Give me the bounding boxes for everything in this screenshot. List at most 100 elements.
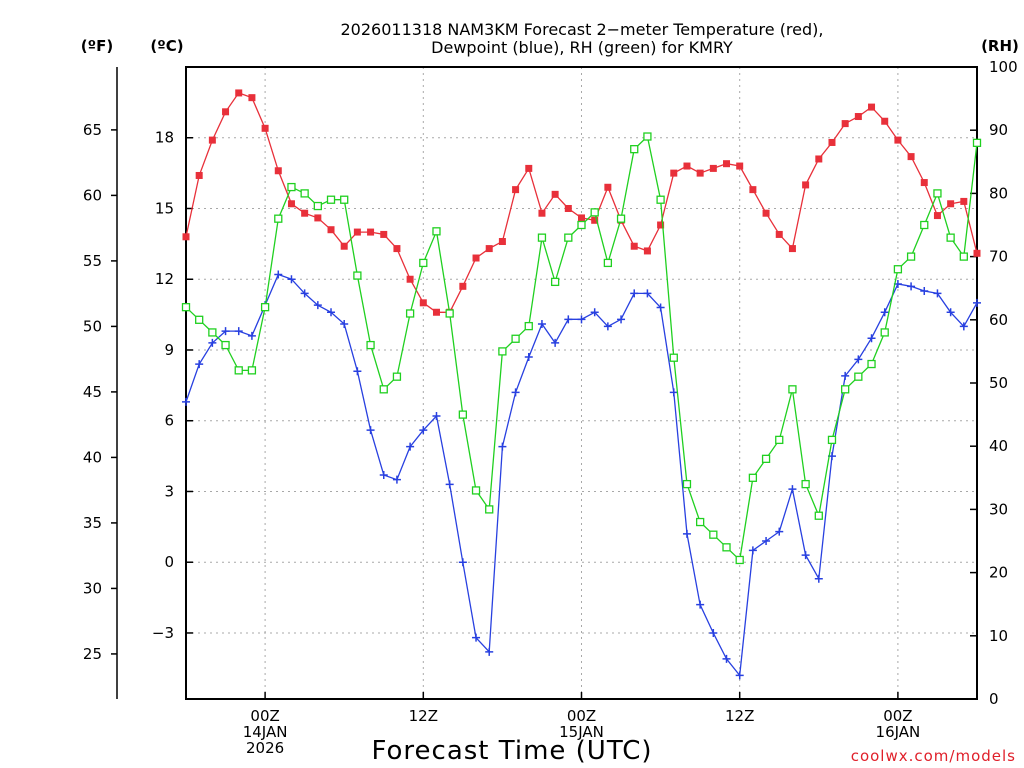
dewpoint-point-13 — [353, 367, 362, 376]
dewpoint-point-4 — [234, 327, 243, 336]
temperature-point-3 — [222, 108, 230, 116]
dewpoint-point-34 — [630, 289, 639, 298]
x-tick-label-0-2: 2026 — [246, 739, 284, 757]
temperature-point-23 — [485, 245, 493, 253]
dewpoint-point-42 — [735, 671, 744, 680]
rh-point-23 — [485, 505, 494, 514]
temperature-point-27 — [538, 209, 546, 217]
rh-point-17 — [405, 309, 415, 318]
dewpoint-point-28 — [551, 338, 560, 347]
temperature-point-6 — [261, 124, 269, 132]
temperature-point-48 — [815, 155, 823, 163]
credit-label: coolwx.com/models — [851, 747, 1016, 765]
dewpoint-point-50 — [841, 371, 850, 380]
temperature-point-39 — [696, 169, 704, 177]
dewpoint-point-57 — [933, 289, 942, 298]
temperature-point-9 — [301, 209, 309, 217]
dewpoint-point-37 — [669, 388, 678, 397]
rh-point-0 — [181, 303, 191, 312]
title-line-1: 2026011318 NAM3KM Forecast 2−meter Tempe… — [341, 20, 824, 39]
rh-point-21 — [458, 410, 468, 419]
temperature-point-38 — [683, 162, 691, 170]
rh-tick-label-5: 50 — [989, 374, 1008, 392]
fahrenheit-tick-label-8: 65 — [83, 121, 102, 139]
dewpoint-point-30 — [577, 315, 586, 324]
temperature-point-10 — [314, 214, 322, 222]
temperature-point-47 — [802, 181, 810, 189]
x-tick-label-2-1: 15JAN — [559, 723, 604, 741]
rh-point-43 — [748, 473, 758, 482]
rh-point-49 — [827, 435, 837, 445]
temperature-point-2 — [208, 136, 216, 144]
temperature-point-37 — [670, 169, 678, 177]
rh-point-16 — [392, 372, 402, 381]
temperature-point-53 — [881, 117, 889, 125]
rh-series — [181, 132, 982, 565]
temperature-point-45 — [775, 230, 783, 238]
dewpoint-point-21 — [458, 558, 467, 567]
dewpoint-point-16 — [392, 475, 401, 484]
dewpoint-point-35 — [643, 289, 652, 298]
rh-point-7 — [274, 214, 283, 223]
temperature-point-56 — [920, 179, 928, 187]
dewpoint-point-29 — [564, 315, 573, 324]
temperature-point-8 — [287, 200, 295, 208]
rh-point-53 — [880, 328, 889, 337]
temperature-point-7 — [274, 167, 282, 175]
temperature-point-24 — [498, 238, 506, 246]
dewpoint-point-9 — [300, 289, 309, 298]
x-tick-label-4-0: 00Z — [883, 707, 912, 725]
dewpoint-point-46 — [788, 485, 797, 494]
temperature-point-42 — [736, 162, 744, 170]
dewpoint-point-53 — [880, 308, 889, 317]
dewpoint-point-32 — [603, 322, 612, 331]
dewpoint-point-40 — [709, 628, 718, 637]
temperature-point-13 — [353, 228, 361, 236]
celsius-tick-label-3: 6 — [164, 412, 174, 430]
rh-point-48 — [814, 511, 823, 520]
rh-point-35 — [643, 132, 652, 141]
rh-point-54 — [893, 265, 903, 274]
temperature-point-26 — [525, 164, 533, 172]
temperature-point-51 — [854, 113, 862, 121]
dewpoint-point-14 — [366, 426, 375, 435]
rh-point-60 — [972, 138, 982, 147]
fahrenheit-unit-label: (ºF) — [81, 37, 113, 55]
temperature-point-31 — [591, 216, 599, 224]
rh-point-52 — [867, 359, 876, 369]
x-tick-label-4-1: 16JAN — [876, 723, 921, 741]
dewpoint-point-33 — [617, 315, 626, 324]
dewpoint-point-5 — [247, 331, 256, 340]
dewpoint-point-7 — [274, 270, 283, 279]
rh-point-29 — [564, 233, 573, 242]
rh-point-1 — [195, 315, 204, 324]
dewpoint-line — [185, 273, 978, 678]
rh-point-50 — [841, 385, 850, 394]
dewpoint-point-60 — [973, 298, 981, 307]
dewpoint-point-27 — [537, 320, 546, 329]
temperature-point-52 — [868, 103, 876, 111]
temperature-point-32 — [604, 183, 612, 191]
rh-point-19 — [432, 227, 441, 236]
temperature-point-25 — [512, 186, 520, 194]
rh-point-59 — [959, 252, 968, 261]
data-series — [181, 89, 982, 680]
rh-unit-label: (RH) — [981, 37, 1019, 55]
temperature-point-12 — [340, 242, 348, 250]
dewpoint-point-36 — [656, 303, 665, 312]
temperature-point-11 — [327, 226, 335, 234]
rh-point-18 — [419, 258, 428, 268]
rh-point-15 — [379, 385, 388, 394]
x-tick-label-0-1: 14JAN — [243, 723, 288, 741]
dewpoint-point-11 — [327, 308, 336, 317]
temperature-point-40 — [709, 164, 717, 172]
rh-tick-label-8: 80 — [989, 184, 1008, 202]
celsius-unit-label: (ºC) — [150, 37, 183, 55]
rh-point-13 — [353, 271, 362, 280]
dewpoint-point-55 — [907, 282, 916, 291]
dewpoint-point-56 — [920, 287, 929, 296]
rh-point-22 — [471, 486, 481, 495]
temperature-point-44 — [762, 209, 770, 217]
rh-point-20 — [445, 309, 454, 318]
rh-tick-label-3: 30 — [989, 500, 1008, 518]
